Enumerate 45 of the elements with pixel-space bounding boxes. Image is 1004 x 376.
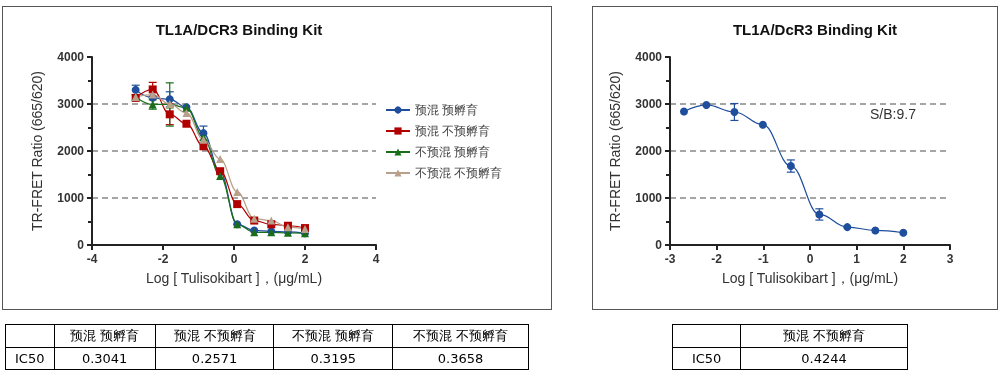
- x-axis-title: Log [ Tulisokibart ]，(μg/mL): [145, 270, 323, 286]
- data-label: 0.3658: [392, 347, 529, 370]
- legend-label: 不预混 不预孵育: [415, 166, 503, 180]
- x-tick-label: -4: [86, 252, 98, 266]
- x-tick-label: 1: [853, 252, 861, 266]
- y-axis-title: TR-FRET Ratio (665/620): [607, 70, 623, 232]
- annotation: S/B:9.7: [870, 106, 917, 122]
- data-label: 0.2571: [155, 347, 274, 370]
- x-tick-label: 3: [946, 252, 954, 266]
- data-label: 0.3041: [54, 347, 156, 370]
- y-tick-label: 2000: [635, 144, 663, 158]
- x-axis-title: Log [ Tulisokibart ]，(μg/mL): [721, 270, 899, 286]
- x-tick-label: -2: [157, 252, 169, 266]
- text: IC50: [672, 347, 741, 370]
- x-tick-label: 2: [301, 252, 309, 266]
- x-tick-label: 0: [230, 252, 238, 266]
- data-label: 0.4244: [740, 347, 908, 370]
- x-tick-label: 4: [372, 252, 380, 266]
- category-label: 不预混 预孵育: [273, 324, 393, 348]
- category-label: 预混 不预孵育: [155, 324, 274, 348]
- text: IC50: [5, 347, 54, 370]
- y-tick-label: 4000: [635, 50, 663, 64]
- data-label: 0.3195: [273, 347, 393, 370]
- legend-label: 预混 预孵育: [415, 103, 479, 117]
- chart-title: TL1A/DCR3 Binding Kit: [155, 21, 323, 38]
- x-tick-label: -3: [664, 252, 676, 266]
- chart-title: TL1A/DcR3 Binding Kit: [732, 21, 898, 38]
- category-label: 预混 不预孵育: [740, 324, 908, 348]
- y-tick-label: 3000: [57, 97, 85, 111]
- legend-label: 预混 不预孵育: [415, 124, 491, 138]
- y-axis-title: TR-FRET Ratio (665/620): [29, 70, 45, 232]
- y-tick-label: 2000: [57, 144, 85, 158]
- y-tick-label: 0: [655, 238, 663, 252]
- legend-label: 不预混 预孵育: [415, 145, 491, 159]
- y-tick-label: 4000: [57, 50, 85, 64]
- category-label: 不预混 不预孵育: [392, 324, 529, 348]
- y-tick-label: 1000: [57, 191, 85, 205]
- x-tick-label: 0: [806, 252, 814, 266]
- y-tick-label: 1000: [635, 191, 663, 205]
- x-tick-label: -1: [758, 252, 769, 266]
- y-tick-label: 0: [77, 238, 85, 252]
- x-tick-label: 2: [899, 252, 907, 266]
- x-tick-label: -2: [711, 252, 723, 266]
- category-label: 预混 预孵育: [54, 324, 156, 348]
- y-tick-label: 3000: [635, 97, 663, 111]
